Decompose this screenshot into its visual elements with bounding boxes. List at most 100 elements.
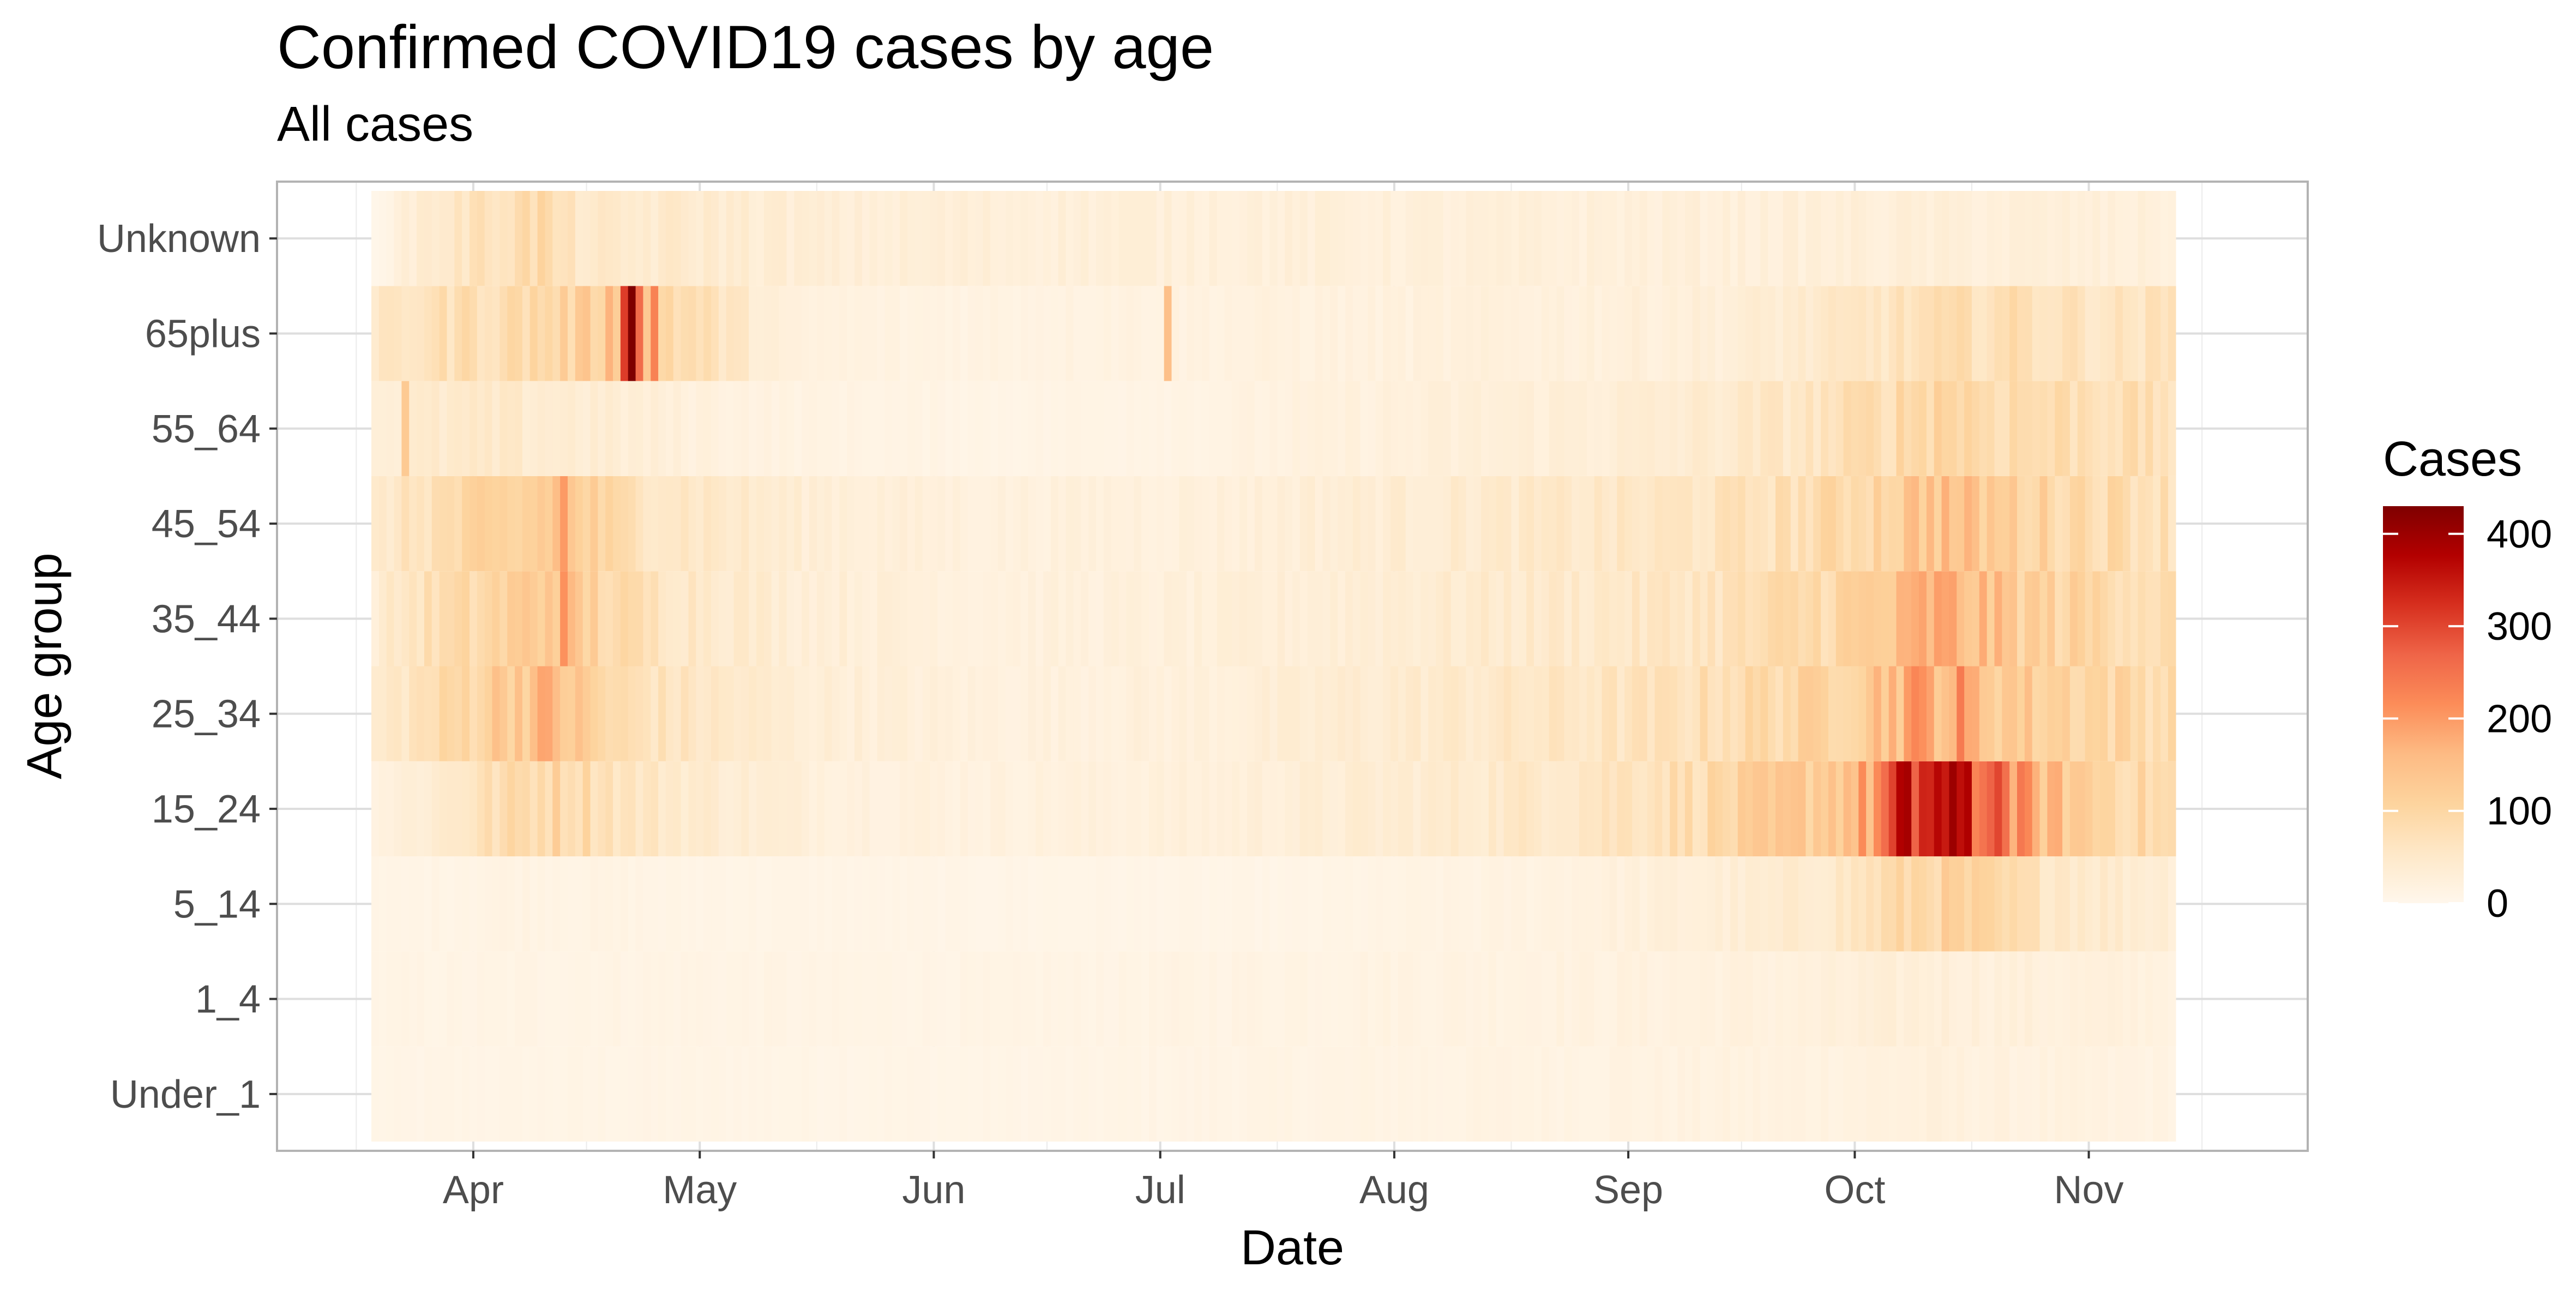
heatmap-tile bbox=[1299, 286, 1308, 381]
heatmap-tile bbox=[983, 571, 991, 666]
heatmap-tile bbox=[2130, 381, 2139, 476]
heatmap-tile bbox=[515, 1046, 523, 1142]
legend-tick-label: 400 bbox=[2487, 513, 2552, 556]
heatmap-tile bbox=[386, 951, 395, 1047]
heatmap-tile bbox=[930, 286, 938, 381]
heatmap-tile bbox=[1066, 286, 1074, 381]
heatmap-tile bbox=[1503, 666, 1512, 761]
heatmap-tile bbox=[1473, 761, 1482, 857]
heatmap-tile bbox=[696, 286, 704, 381]
heatmap-tile bbox=[1156, 381, 1165, 476]
heatmap-tile bbox=[1957, 191, 1965, 286]
heatmap-tile bbox=[552, 476, 561, 572]
heatmap-tile bbox=[1949, 1046, 1958, 1142]
heatmap-tile bbox=[1987, 571, 1995, 666]
heatmap-tile bbox=[914, 856, 923, 952]
heatmap-tile bbox=[1994, 856, 2003, 952]
heatmap-tile bbox=[1020, 1046, 1029, 1142]
heatmap-tile bbox=[1534, 856, 1542, 952]
heatmap-tile bbox=[922, 1046, 931, 1142]
heatmap-tile bbox=[1421, 1046, 1429, 1142]
heatmap-tile bbox=[809, 951, 817, 1047]
heatmap-tile bbox=[839, 191, 848, 286]
heatmap-tile bbox=[2055, 856, 2063, 952]
heatmap-tile bbox=[1421, 761, 1429, 857]
heatmap-tile bbox=[2039, 286, 2048, 381]
heatmap-tile bbox=[1164, 761, 1172, 857]
heatmap-tile bbox=[1534, 761, 1542, 857]
heatmap-tile bbox=[1737, 856, 1746, 952]
heatmap-tile bbox=[628, 951, 636, 1047]
heatmap-tile bbox=[1639, 1046, 1648, 1142]
heatmap-tile bbox=[1745, 381, 1754, 476]
heatmap-tile bbox=[424, 761, 432, 857]
heatmap-tile bbox=[726, 381, 735, 476]
heatmap-tile bbox=[492, 571, 501, 666]
heatmap-tile bbox=[862, 381, 870, 476]
heatmap-tile bbox=[1088, 191, 1097, 286]
heatmap-tile bbox=[371, 666, 380, 761]
heatmap-tile bbox=[1670, 286, 1678, 381]
heatmap-tile bbox=[1352, 381, 1361, 476]
heatmap-tile bbox=[567, 761, 576, 857]
heatmap-tile bbox=[2115, 856, 2123, 952]
heatmap-tile bbox=[424, 666, 432, 761]
heatmap-tile bbox=[1081, 1046, 1090, 1142]
heatmap-tile bbox=[598, 761, 606, 857]
heatmap-tile bbox=[718, 476, 727, 572]
heatmap-tile bbox=[983, 856, 991, 952]
heatmap-tile bbox=[741, 191, 750, 286]
heatmap-tile bbox=[1005, 286, 1014, 381]
heatmap-tile bbox=[1058, 951, 1067, 1047]
heatmap-tile bbox=[771, 381, 780, 476]
heatmap-tile bbox=[914, 1046, 923, 1142]
heatmap-tile bbox=[1028, 856, 1037, 952]
heatmap-tile bbox=[1005, 951, 1014, 1047]
heatmap-tile bbox=[1217, 571, 1225, 666]
heatmap-tile bbox=[1005, 571, 1014, 666]
heatmap-tile bbox=[1851, 381, 1859, 476]
heatmap-tile bbox=[1556, 286, 1565, 381]
heatmap-tile bbox=[431, 856, 440, 952]
heatmap-tile bbox=[1473, 286, 1482, 381]
heatmap-tile bbox=[522, 761, 531, 857]
heatmap-tile bbox=[1043, 1046, 1051, 1142]
heatmap-tile bbox=[937, 1046, 946, 1142]
heatmap-tile bbox=[1096, 476, 1104, 572]
heatmap-tile bbox=[1843, 951, 1852, 1047]
heatmap-tile bbox=[1383, 666, 1391, 761]
heatmap-tile bbox=[560, 571, 568, 666]
heatmap-tile bbox=[930, 951, 938, 1047]
heatmap-tile bbox=[1081, 761, 1090, 857]
heatmap-tile bbox=[2138, 666, 2146, 761]
heatmap-tile bbox=[409, 1046, 417, 1142]
heatmap-tile bbox=[605, 856, 613, 952]
heatmap-tile bbox=[877, 476, 886, 572]
heatmap-tile bbox=[1413, 951, 1422, 1047]
heatmap-tile bbox=[2153, 1046, 2161, 1142]
heatmap-tile bbox=[1904, 856, 1912, 952]
heatmap-tile bbox=[741, 571, 750, 666]
heatmap-tile bbox=[1579, 951, 1587, 1047]
heatmap-tile bbox=[1375, 1046, 1383, 1142]
heatmap-tile bbox=[1458, 476, 1467, 572]
heatmap-tile bbox=[1858, 381, 1867, 476]
heatmap-tile bbox=[749, 1046, 757, 1142]
heatmap-tile bbox=[1103, 191, 1112, 286]
heatmap-tile bbox=[643, 761, 652, 857]
heatmap-tile bbox=[1285, 476, 1293, 572]
heatmap-tile bbox=[1873, 951, 1882, 1047]
heatmap-tile bbox=[711, 951, 719, 1047]
heatmap-tile bbox=[1586, 1046, 1595, 1142]
heatmap-tile bbox=[1436, 856, 1444, 952]
heatmap-tile bbox=[1964, 286, 1972, 381]
heatmap-tile bbox=[1632, 381, 1640, 476]
heatmap-tile bbox=[1277, 476, 1285, 572]
heatmap-tile bbox=[1066, 1046, 1074, 1142]
heatmap-tile bbox=[1730, 856, 1738, 952]
heatmap-tile bbox=[1851, 191, 1859, 286]
heatmap-tile bbox=[854, 761, 863, 857]
heatmap-tile bbox=[1896, 476, 1905, 572]
heatmap-tile bbox=[1111, 856, 1120, 952]
heatmap-tile bbox=[779, 571, 787, 666]
